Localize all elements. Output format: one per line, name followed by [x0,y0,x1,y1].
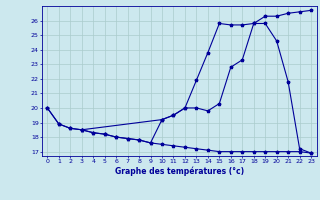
X-axis label: Graphe des températures (°c): Graphe des températures (°c) [115,167,244,176]
